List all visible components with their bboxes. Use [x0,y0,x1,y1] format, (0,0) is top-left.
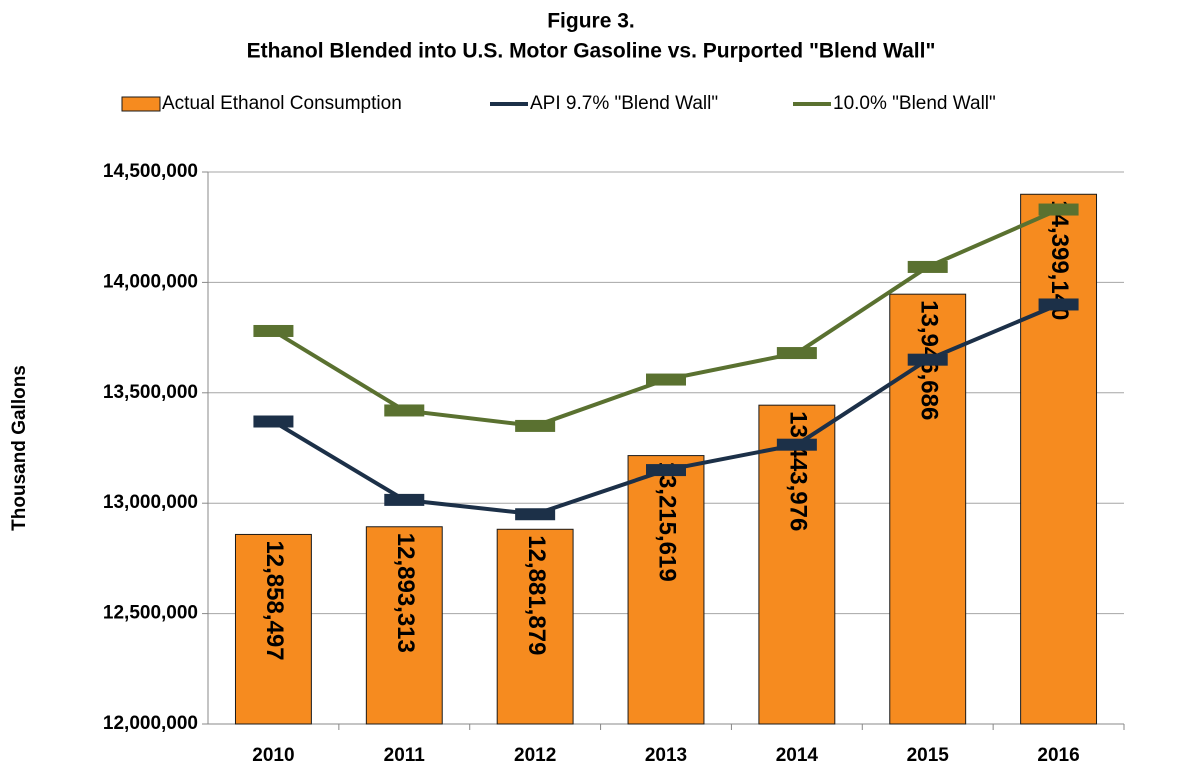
y-axis-label: Thousand Gallons [9,365,30,531]
marker [646,464,686,477]
y-tick-label: 13,000,000 [103,492,198,513]
marker [1038,298,1079,311]
bar [234,533,312,725]
legend-label: API 9.7% "Blend Wall" [530,93,718,114]
y-tick-label: 14,500,000 [103,161,198,182]
legend-swatch [121,96,161,112]
bar [496,528,574,725]
marker [776,347,817,360]
chart-title: Figure 3. [547,10,635,33]
marker [907,260,948,273]
legend-label: 10.0% "Blend Wall" [833,93,996,114]
y-tick-label: 12,500,000 [103,603,198,624]
chart-subtitle: Ethanol Blended into U.S. Motor Gasoline… [247,40,936,63]
y-tick-label: 13,500,000 [103,382,198,403]
x-tick-label: 2012 [514,745,556,766]
bar-value-label: 12,858,497 [261,540,288,660]
legend-label: Actual Ethanol Consumption [162,93,402,114]
bar [627,455,705,725]
marker [384,493,425,506]
marker [646,373,686,386]
x-tick-label: 2015 [907,745,950,766]
marker [515,419,556,432]
x-tick-label: 2016 [1037,745,1079,766]
marker [253,324,294,337]
y-tick-label: 14,000,000 [103,271,198,292]
x-tick-label: 2010 [252,745,294,766]
bar [758,404,836,725]
bar-value-label: 12,893,313 [392,533,419,653]
bar-value-label: 12,881,879 [523,535,550,655]
marker [1038,203,1079,216]
marker [515,508,556,521]
marker [776,438,817,451]
bar [1020,193,1098,725]
bar-value-label: 13,215,619 [654,462,681,582]
bar-value-label: 13,443,976 [785,411,812,531]
marker [253,415,294,428]
bar [365,526,443,725]
x-tick-label: 2011 [384,745,426,766]
bar [889,293,967,725]
marker [384,404,425,417]
x-tick-label: 2014 [776,745,819,766]
marker [907,353,948,366]
y-tick-label: 12,000,000 [103,713,198,734]
x-tick-label: 2013 [645,745,687,766]
